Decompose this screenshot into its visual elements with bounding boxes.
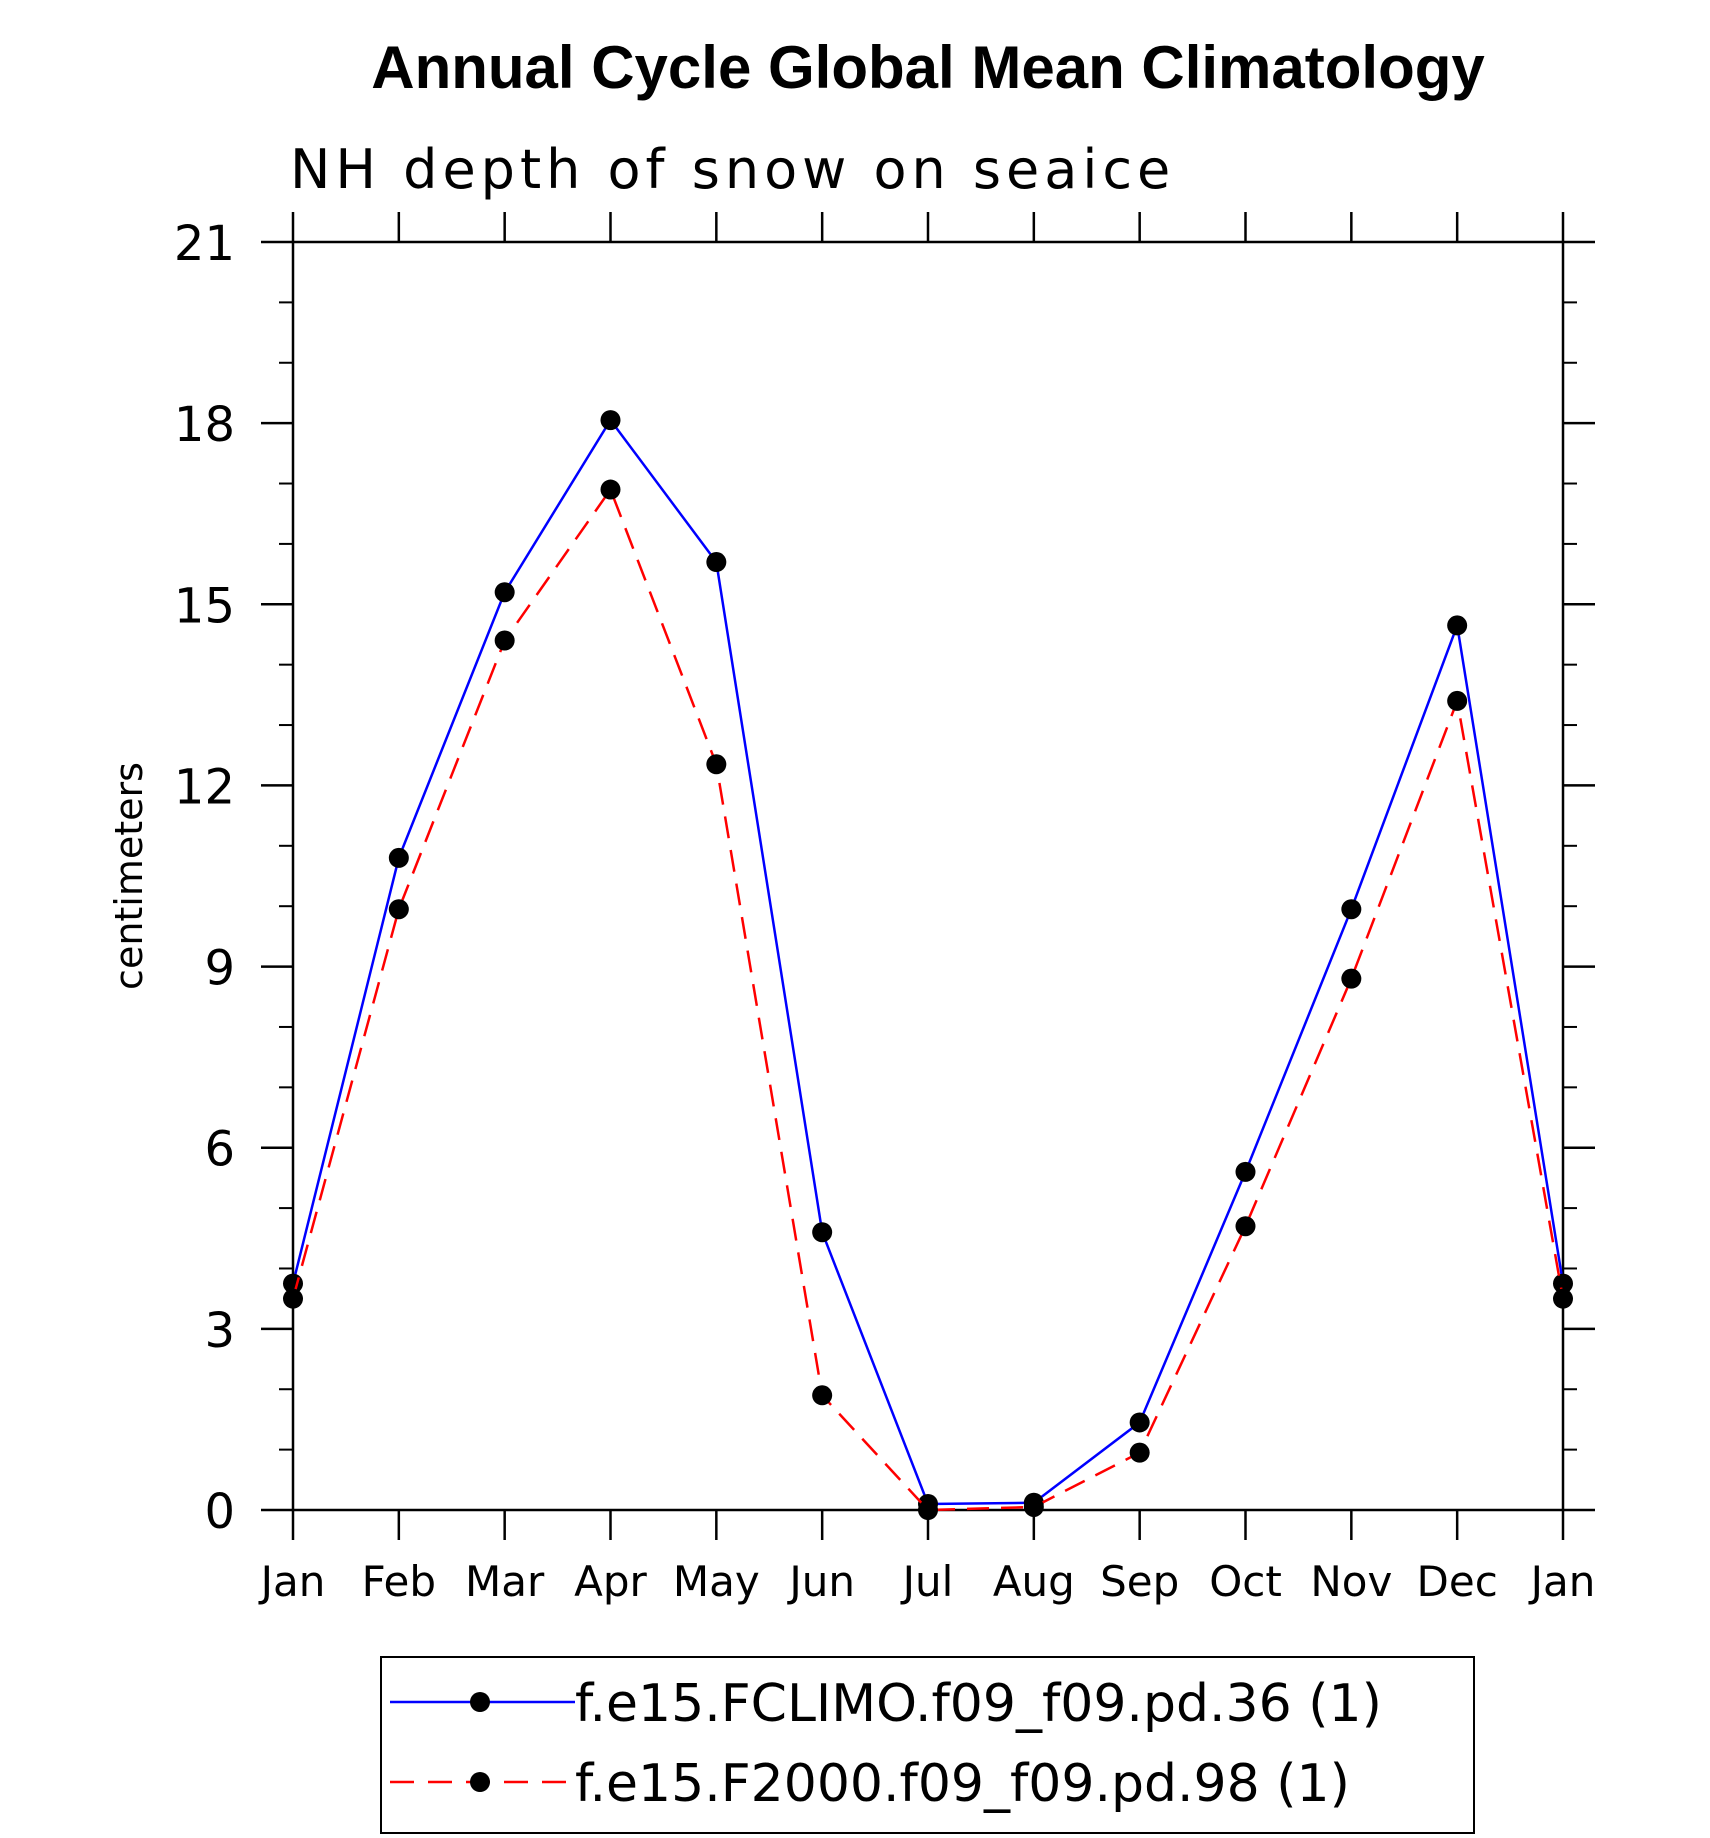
y-tick-label: 3 (204, 1303, 235, 1359)
x-tick-label: Dec (1417, 1557, 1498, 1606)
series-2-point (1235, 1216, 1256, 1237)
series-2-point (283, 1288, 303, 1309)
x-tick-label: Jan (258, 1557, 326, 1606)
legend-entry-2: f.e15.F2000.f09_f09.pd.98 (1) (575, 1754, 1350, 1814)
x-tick-label: Oct (1209, 1557, 1282, 1606)
x-tick-label: Aug (993, 1557, 1075, 1606)
series-2-point (918, 1500, 938, 1520)
series-2-point (494, 630, 515, 651)
series-1-point (812, 1222, 833, 1243)
chart-title: Annual Cycle Global Mean Climatology (371, 34, 1485, 101)
plot-axes: Jan Feb Mar Apr May Jun Jul Aug Sep Oct Nov Dec Jan 0… (174, 212, 1595, 1606)
legend-swatch-marker-2 (470, 1772, 490, 1792)
chart-subtitle: NH depth of snow on seaice (290, 138, 1175, 201)
x-tick-label: Jul (900, 1557, 954, 1606)
series-1-point (1341, 899, 1362, 920)
series-2-point (1341, 968, 1362, 989)
legend-swatch-marker-1 (470, 1692, 490, 1712)
x-tick-label: Feb (362, 1557, 436, 1606)
series-2-point (1553, 1288, 1573, 1309)
legend-box (380, 1656, 1475, 1834)
x-tick-label: Nov (1310, 1557, 1392, 1606)
series-2-point (600, 479, 621, 500)
y-tick-label: 0 (204, 1484, 235, 1540)
legend: f.e15.FCLIMO.f09_f09.pd.36 (1) f.e15.F20… (380, 1656, 1475, 1834)
x-tick-label: May (673, 1557, 760, 1606)
series-1-point (388, 847, 409, 868)
series-2-point (1023, 1496, 1044, 1517)
y-tick-label: 12 (174, 759, 235, 815)
series-2-point (388, 899, 409, 920)
legend-entry-1: f.e15.FCLIMO.f09_f09.pd.36 (1) (575, 1674, 1382, 1734)
series-1-point (1553, 1273, 1573, 1294)
series-layer (283, 410, 1573, 1520)
series-1-point (1447, 615, 1468, 636)
series-1-point (1235, 1161, 1256, 1182)
x-tick-label: Jun (786, 1557, 855, 1606)
y-tick-label: 15 (174, 578, 235, 634)
series-2-point (1447, 690, 1468, 711)
x-tick-label: Sep (1100, 1557, 1179, 1606)
x-tick-label: Mar (465, 1557, 545, 1606)
y-tick-label: 21 (174, 216, 235, 272)
series-1-point (600, 410, 621, 431)
y-tick-label: 18 (174, 397, 235, 453)
x-tick-label: Jan (1528, 1557, 1596, 1606)
y-tick-label: 9 (204, 941, 235, 997)
series-line-1 (291, 417, 1565, 1506)
series-2-point (812, 1385, 833, 1406)
series-1-point (494, 582, 515, 603)
plot-frame (291, 240, 1565, 1512)
series-1-point (706, 552, 727, 573)
y-tick-label: 6 (204, 1122, 235, 1178)
x-tick-label: Apr (574, 1557, 647, 1606)
series-1-point (1129, 1412, 1150, 1433)
series-2-point (1129, 1442, 1150, 1463)
y-axis-label: centimeters (107, 762, 151, 990)
series-2-point (706, 754, 727, 775)
